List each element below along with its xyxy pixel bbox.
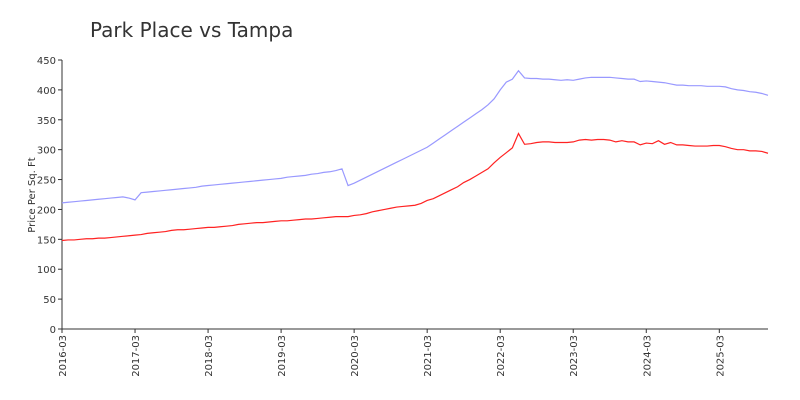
x-tick-label: 2024-03 <box>642 335 653 377</box>
y-tick-label: 0 <box>50 325 56 336</box>
y-tick-label: 200 <box>37 205 56 216</box>
chart-title: Park Place vs Tampa <box>90 18 293 42</box>
y-tick-label: 400 <box>37 86 56 97</box>
y-tick-label: 100 <box>37 265 56 276</box>
y-tick-label: 150 <box>37 235 56 246</box>
y-tick-label: 250 <box>37 176 56 187</box>
x-tick-label: 2022-03 <box>496 335 507 377</box>
y-tick-label: 300 <box>37 146 56 157</box>
x-tick-label: 2020-03 <box>350 335 361 377</box>
series-line <box>61 69 769 204</box>
y-axis-label: Price Per Sq. Ft <box>27 157 38 232</box>
y-tick-label: 50 <box>43 295 56 306</box>
x-tick-label: 2025-03 <box>715 335 726 377</box>
series-line <box>61 132 769 242</box>
x-tick-label: 2023-03 <box>569 335 580 377</box>
y-tick-label: 350 <box>37 116 56 127</box>
y-tick-label: 450 <box>37 56 56 67</box>
x-tick-label: 2017-03 <box>131 335 142 377</box>
x-tick-label: 2018-03 <box>204 335 215 377</box>
x-tick-label: 2016-03 <box>58 335 69 377</box>
x-tick-label: 2019-03 <box>277 335 288 377</box>
x-tick-label: 2021-03 <box>423 335 434 377</box>
